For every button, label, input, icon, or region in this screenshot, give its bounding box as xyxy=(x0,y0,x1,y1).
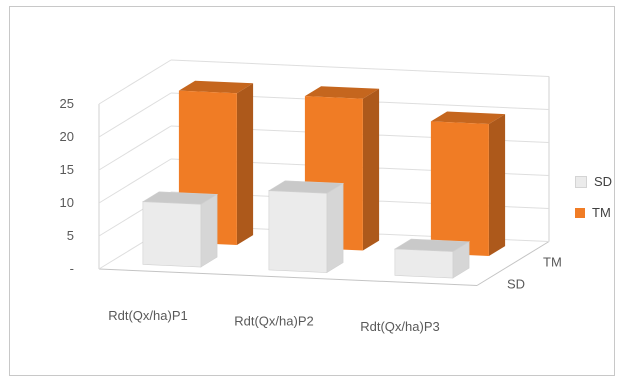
bar-tm xyxy=(431,112,505,257)
bar-sd-side xyxy=(201,194,217,267)
gridline-left-15 xyxy=(99,126,171,170)
x-category-label: Rdt(Qx/ha)P2 xyxy=(234,313,313,328)
bar-sd xyxy=(395,239,469,278)
bar-tm-side xyxy=(489,114,505,256)
bar-tm-front xyxy=(431,121,489,256)
legend-item-sd: SD xyxy=(575,174,612,189)
bar-tm-side xyxy=(363,89,379,251)
gridline-left-20 xyxy=(99,93,171,137)
legend-label-tm: TM xyxy=(592,205,611,220)
y-tick-label: 25 xyxy=(60,96,74,111)
bar-sd-side xyxy=(327,183,343,272)
x-category-label: Rdt(Qx/ha)P1 xyxy=(108,308,187,323)
bar-sd xyxy=(143,192,217,267)
y-tick-label: 15 xyxy=(60,162,74,177)
y-tick-label: - xyxy=(70,261,74,276)
bar-sd-front xyxy=(143,202,201,267)
y-tick-label: 5 xyxy=(67,228,74,243)
legend-label-sd: SD xyxy=(594,174,612,189)
depth-axis-label: SD xyxy=(507,277,525,292)
bar-sd xyxy=(269,181,343,273)
gridline-left-25 xyxy=(99,60,171,104)
x-category-label: Rdt(Qx/ha)P3 xyxy=(360,319,439,334)
y-tick-label: 10 xyxy=(60,195,74,210)
legend-swatch-tm xyxy=(575,208,585,218)
legend-swatch-sd xyxy=(575,176,587,188)
gridline-back-25 xyxy=(171,60,549,77)
bar-sd-front xyxy=(269,191,327,273)
chart-bars xyxy=(143,81,505,278)
bar-sd-front xyxy=(395,249,453,278)
bar-tm-side xyxy=(237,83,253,245)
y-tick-label: 20 xyxy=(60,129,74,144)
chart-frame: - 5 10 15 20 25 Rdt(Qx/ha)P1 Rdt(Qx/ha)P2 Rdt(Qx… xyxy=(9,6,615,376)
chart-canvas: - 5 10 15 20 25 Rdt(Qx/ha)P1 Rdt(Qx/ha)P2 Rdt(Qx… xyxy=(10,7,616,377)
legend-item-tm: TM xyxy=(575,205,611,220)
depth-axis-label: TM xyxy=(543,255,562,270)
